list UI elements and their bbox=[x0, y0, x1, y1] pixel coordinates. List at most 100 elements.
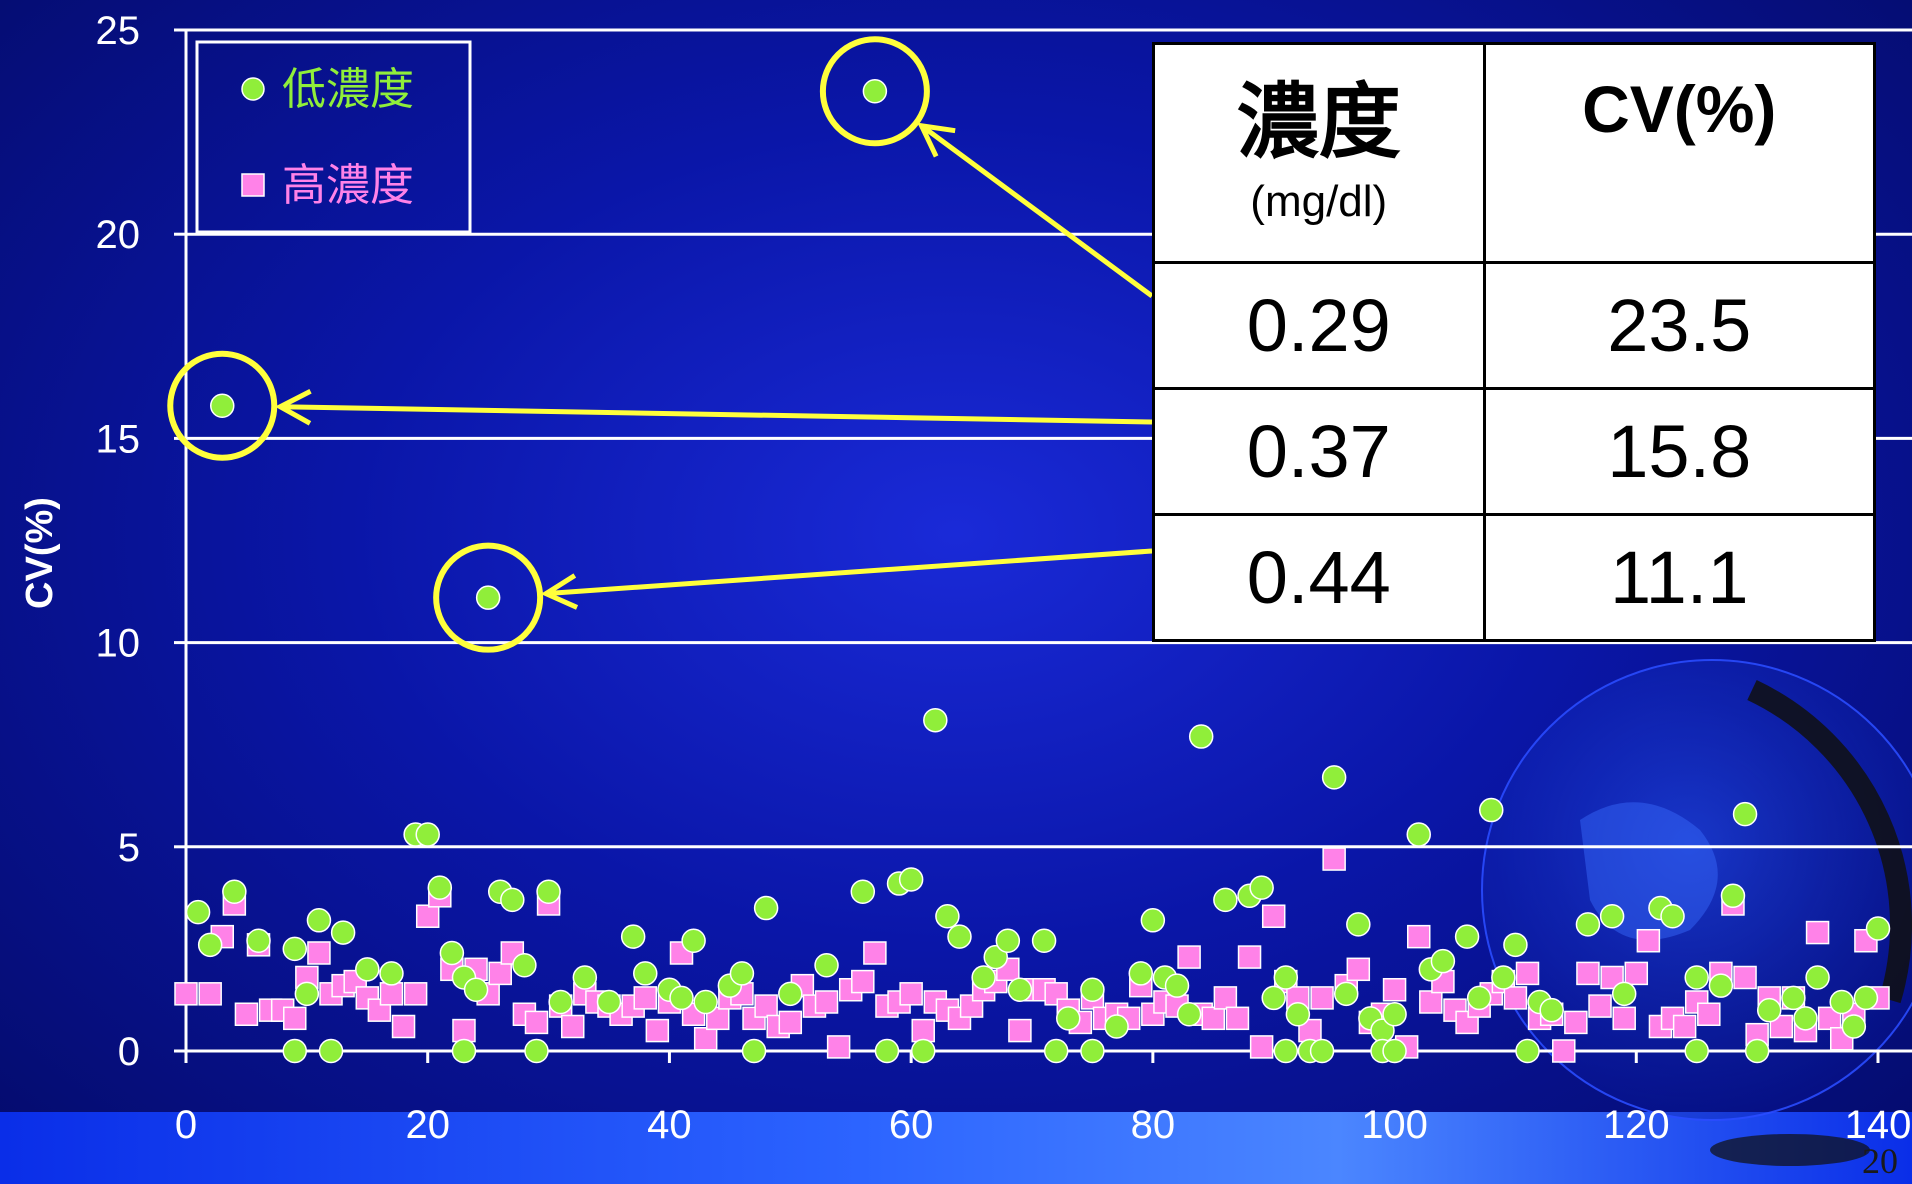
data-point-low bbox=[1273, 965, 1299, 990]
data-point-high bbox=[863, 941, 887, 965]
data-point-low bbox=[524, 1038, 549, 1064]
bottom-band bbox=[0, 1112, 1912, 1184]
data-point-low bbox=[862, 79, 888, 104]
table-row: 0.29 23.5 bbox=[1152, 261, 1876, 390]
data-point-high bbox=[851, 969, 875, 994]
data-point-low bbox=[1454, 924, 1480, 949]
header-concentration-unit: (mg/dl) bbox=[1250, 177, 1388, 226]
data-point-low bbox=[439, 940, 465, 966]
data-point-low bbox=[1007, 977, 1033, 1002]
data-point-high bbox=[633, 986, 658, 1010]
data-point-low bbox=[197, 932, 223, 958]
data-point-high bbox=[415, 904, 440, 928]
annotation-arrow bbox=[920, 123, 1154, 299]
data-point-low bbox=[1479, 797, 1504, 823]
data-point-low bbox=[1406, 822, 1431, 847]
table-cell-concentration: 0.37 bbox=[1152, 387, 1486, 516]
annotation-arrowhead bbox=[274, 389, 312, 426]
data-point-high bbox=[1261, 904, 1286, 928]
cv-table: 濃度 (mg/dl) CV(%) 0.29 23.5 0.37 15.8 0.4… bbox=[1152, 42, 1876, 642]
data-point-low bbox=[1756, 997, 1782, 1023]
data-point-high bbox=[560, 1014, 585, 1039]
data-point-high bbox=[1382, 977, 1407, 1002]
data-point-low bbox=[1104, 1014, 1129, 1039]
data-point-low bbox=[355, 957, 380, 982]
data-point-high bbox=[1419, 990, 1443, 1014]
x-tick-label: 60 bbox=[889, 1103, 934, 1147]
data-point-low bbox=[463, 977, 489, 1002]
data-point-low bbox=[1309, 1038, 1335, 1064]
x-tick-label: 140 bbox=[1845, 1103, 1912, 1147]
data-point-low bbox=[983, 944, 1008, 970]
data-point-low bbox=[548, 989, 573, 1015]
table-header-cv: CV(%) bbox=[1482, 42, 1876, 264]
data-point-low bbox=[1684, 965, 1709, 990]
data-point-low bbox=[306, 908, 332, 933]
annotation-arrow bbox=[280, 404, 1153, 425]
data-point-low bbox=[475, 585, 501, 610]
data-point-low bbox=[729, 961, 755, 986]
data-point-low bbox=[935, 903, 960, 929]
data-point-low bbox=[536, 879, 561, 904]
data-point-low bbox=[415, 822, 440, 847]
data-point-high bbox=[488, 961, 512, 986]
data-point-high bbox=[1672, 1014, 1697, 1039]
data-point-low bbox=[1744, 1038, 1770, 1064]
data-point-low bbox=[1781, 985, 1806, 1011]
data-point-high bbox=[1769, 1014, 1794, 1039]
data-point-low bbox=[318, 1038, 344, 1064]
data-point-low bbox=[1261, 985, 1286, 1011]
data-point-high bbox=[899, 982, 923, 1006]
tick-labels: 0 20 40 60 80 100 120 140 0 5 10 15 20 25 bbox=[96, 9, 1912, 1147]
data-point-high bbox=[524, 1010, 549, 1035]
data-point-high bbox=[1733, 965, 1757, 990]
data-point-high bbox=[1213, 986, 1238, 1010]
x-tick-label: 40 bbox=[647, 1103, 692, 1147]
y-tick-label: 25 bbox=[96, 9, 141, 53]
data-point-high bbox=[645, 1018, 670, 1043]
data-point-low bbox=[1346, 912, 1371, 937]
x-tick-label: 20 bbox=[405, 1103, 450, 1147]
data-point-high bbox=[1249, 1035, 1274, 1059]
annotation-arrowhead bbox=[917, 122, 956, 158]
data-point-low bbox=[1611, 981, 1637, 1007]
table-header-row: 濃度 (mg/dl) CV(%) bbox=[1152, 42, 1876, 264]
globe-watermark bbox=[1481, 659, 1912, 1166]
data-point-high bbox=[1201, 1006, 1226, 1031]
data-point-low bbox=[620, 924, 646, 949]
table-header-concentration: 濃度 (mg/dl) bbox=[1152, 42, 1486, 264]
data-point-low bbox=[681, 928, 706, 953]
data-point-low bbox=[330, 920, 356, 945]
data-point-low bbox=[1515, 1038, 1540, 1064]
data-point-low bbox=[669, 985, 694, 1011]
data-point-low bbox=[947, 924, 972, 949]
data-point-low bbox=[898, 867, 924, 892]
highlight-ring bbox=[819, 36, 930, 147]
data-point-low bbox=[1164, 973, 1190, 998]
data-point-low bbox=[741, 1038, 767, 1064]
data-point-low bbox=[596, 989, 622, 1015]
data-point-low bbox=[282, 1038, 308, 1064]
data-point-high bbox=[283, 1006, 307, 1031]
data-point-low bbox=[451, 1038, 477, 1064]
data-point-high bbox=[1817, 1006, 1842, 1031]
y-axis-title: CV(%) bbox=[19, 497, 61, 609]
data-point-low bbox=[572, 965, 598, 990]
data-point-high bbox=[307, 941, 331, 965]
data-point-low bbox=[1382, 1038, 1407, 1064]
data-point-low bbox=[1720, 883, 1746, 909]
data-point-high bbox=[452, 1018, 476, 1043]
data-point-high bbox=[1310, 986, 1334, 1010]
data-point-low bbox=[1503, 932, 1528, 958]
data-point-low bbox=[1080, 1038, 1105, 1064]
x-tick-label: 120 bbox=[1603, 1103, 1670, 1147]
data-point-high bbox=[198, 982, 222, 1006]
data-point-low bbox=[1466, 985, 1492, 1011]
table-cell-concentration: 0.44 bbox=[1152, 513, 1486, 642]
y-tick-label: 5 bbox=[118, 826, 140, 870]
data-point-low bbox=[1575, 912, 1601, 937]
data-point-low bbox=[185, 899, 211, 925]
data-point-low bbox=[1285, 1001, 1311, 1027]
data-point-low bbox=[1031, 928, 1057, 953]
data-point-low bbox=[1491, 965, 1516, 990]
